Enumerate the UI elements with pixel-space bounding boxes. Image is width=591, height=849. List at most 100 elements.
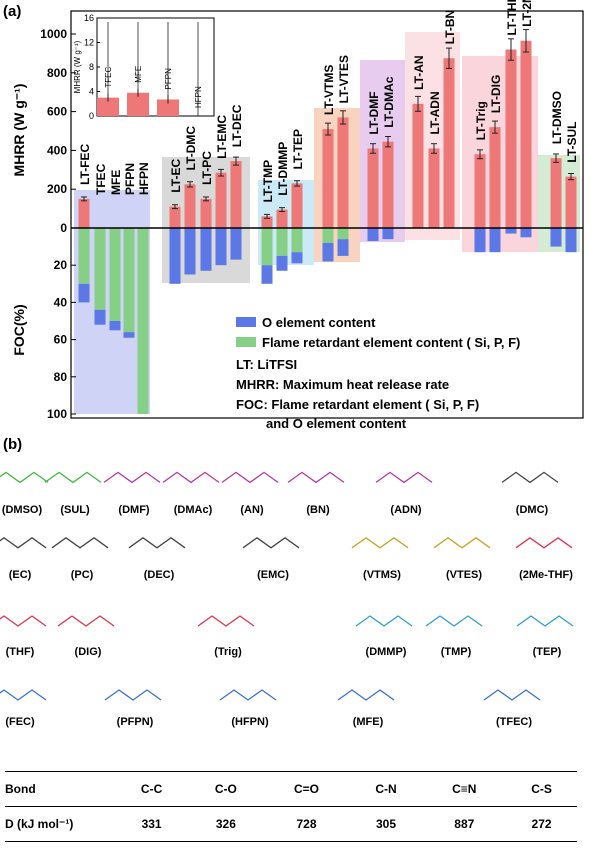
molecule-structure (103, 471, 161, 484)
y-tick-label: 20 (54, 258, 68, 272)
y-tick-label: 800 (47, 66, 67, 80)
molecule: (VTMS) (337, 516, 427, 581)
molecule: (DEC) (114, 516, 204, 581)
plot-frame (70, 10, 584, 419)
chart-note: and O element content (266, 416, 407, 431)
mhrr-bar (261, 216, 273, 228)
molecule: (2Me-THF) (501, 516, 591, 581)
bond-energy-value: 728 (263, 806, 350, 842)
inset-y-label: MHRR (W g⁻¹) (73, 40, 82, 93)
o-content-bar (505, 228, 517, 234)
o-content-bar (184, 228, 196, 275)
flame-retardant-bar (109, 228, 121, 321)
o-content-bar (261, 265, 273, 284)
molecule: (MFE) (323, 676, 413, 728)
bond-header-row: Bond C-C C-O C=O C-N C≡N C-S (5, 771, 577, 807)
mhrr-bar (184, 184, 196, 228)
mhrr-bar (337, 117, 349, 228)
bond-name: C≡N (422, 771, 507, 807)
o-content-bar (291, 252, 303, 264)
molecule-structure (337, 689, 395, 701)
y-tick-label: 200 (47, 182, 67, 196)
molecule-skeleton (516, 615, 574, 627)
flame-retardant-bar (276, 228, 288, 256)
molecule-label: (Trig) (214, 646, 242, 658)
molecule-skeleton (44, 471, 102, 484)
panel-a-label: (a) (3, 3, 22, 20)
molecule-structure (375, 471, 433, 484)
mhrr-bar (322, 129, 334, 228)
inset-category-label: TFEC (104, 67, 113, 88)
chart-note: FOC: Flame retardant element ( Si, P, F) (236, 397, 479, 412)
molecule-skeleton (51, 537, 109, 549)
bond-name: C-N (349, 771, 423, 807)
molecule-label: (TMP) (440, 646, 472, 658)
molecule-structure (51, 537, 109, 549)
molecule-skeleton (375, 471, 433, 484)
molecule-skeleton (103, 471, 161, 484)
flame-retardant-bar (123, 228, 135, 333)
o-content-bar (550, 228, 562, 247)
mhrr-bar (78, 198, 90, 228)
molecule-structure (197, 615, 255, 627)
category-label: LT-2Me-THF (520, 0, 534, 27)
o-content-bar (520, 228, 532, 238)
category-label: PFPN (123, 163, 137, 195)
molecule-structure (0, 615, 47, 627)
molecule-structure (287, 471, 345, 484)
molecule-label: (FEC) (5, 716, 35, 728)
molecule-label: (BN) (306, 504, 330, 516)
inset-y-tick-label: 16 (84, 13, 94, 23)
molecule-structure (104, 689, 162, 701)
molecule-skeleton (483, 689, 541, 701)
category-label: LT-BN (443, 10, 457, 44)
inset-bar (157, 99, 179, 116)
mhrr-bar (550, 158, 562, 228)
molecule-structure (516, 615, 574, 627)
o-content-bar (94, 309, 106, 325)
o-content-bar (367, 228, 379, 242)
bond-energy-value: 331 (115, 806, 189, 842)
molecule-structure (44, 471, 102, 484)
category-label: LT-VTMS (322, 65, 336, 115)
chart-note: LT: LiTFSI (236, 357, 297, 372)
molecule-label: (DMC) (515, 504, 549, 516)
mhrr-bar (428, 148, 440, 228)
y-axis-label-top: MHRR (W g⁻¹) (11, 84, 27, 177)
molecule-structure (0, 471, 49, 484)
molecule-structure (162, 471, 220, 484)
molecule-label: (2Me-THF) (519, 569, 573, 581)
o-content-bar (322, 242, 334, 262)
bond-energy-table: Bond C-C C-O C=O C-N C≡N C-S D (kJ mol⁻¹… (5, 771, 577, 842)
legend-label-o: O element content (262, 315, 376, 330)
y-tick-label: 400 (47, 143, 67, 157)
category-label: LT-DMMP (276, 142, 290, 196)
legend-swatch-o (236, 317, 256, 327)
molecule-structure (483, 689, 541, 701)
molecule-label: (AN) (240, 504, 264, 516)
category-label: LT-DIG (489, 75, 503, 113)
molecule-skeleton (242, 537, 300, 549)
molecule-skeleton (104, 689, 162, 701)
y-tick-label: 80 (54, 370, 68, 384)
y-tick-label: 600 (47, 105, 67, 119)
mhrr-bar (520, 40, 532, 228)
molecule: (DMF) (89, 450, 179, 516)
molecule-structure (501, 471, 559, 484)
y-tick-label: 0 (60, 221, 67, 235)
category-label: MFE (109, 170, 123, 195)
molecule-structure (433, 537, 491, 549)
molecule-skeleton (355, 615, 413, 627)
y-tick-label: 40 (54, 295, 68, 309)
molecule: (EC) (0, 516, 65, 581)
mhrr-bar (412, 103, 424, 228)
molecule-skeleton (219, 689, 277, 701)
category-label: LT-DMAc (382, 76, 396, 127)
molecule-skeleton (197, 615, 255, 627)
o-content-bar (109, 321, 121, 331)
molecule-skeleton (0, 689, 47, 701)
molecule: (THF) (0, 596, 65, 658)
molecule-structure (0, 689, 47, 701)
molecule-skeleton (501, 471, 559, 484)
molecule-skeleton (515, 537, 573, 549)
